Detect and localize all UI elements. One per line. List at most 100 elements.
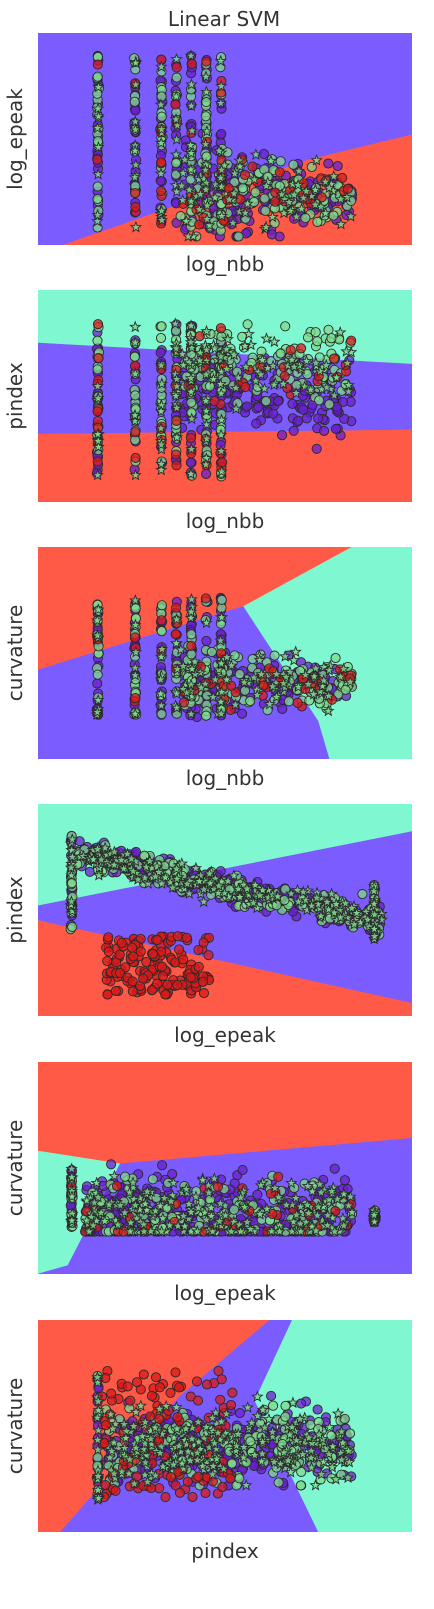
point-star [128, 408, 142, 421]
point-star [98, 1214, 111, 1227]
point-star [129, 320, 142, 333]
point-star [154, 421, 168, 434]
point-star [114, 1198, 127, 1211]
point-star [184, 385, 198, 398]
point-star [214, 1197, 227, 1209]
point-star [330, 897, 343, 910]
point-star [92, 1395, 105, 1407]
point-star [155, 122, 168, 135]
point-star [367, 897, 381, 910]
point-star [124, 1216, 137, 1229]
point-star [328, 389, 341, 401]
point-circle [141, 956, 152, 968]
point-star [326, 1460, 339, 1473]
point-circle [186, 640, 197, 651]
point-star [294, 1225, 307, 1237]
point-star [155, 457, 168, 470]
scatter-points [90, 592, 358, 723]
point-star [230, 1439, 243, 1452]
point-star [215, 465, 228, 477]
point-star [314, 909, 328, 922]
point-circle [147, 948, 159, 959]
point-star [251, 1390, 264, 1403]
point-star [315, 1467, 328, 1480]
point-star [155, 405, 168, 417]
point-circle [171, 415, 182, 426]
point-star [304, 1451, 318, 1464]
point-star [350, 906, 363, 919]
point-star [341, 356, 354, 369]
point-star [206, 1411, 219, 1424]
point-circle [186, 397, 197, 408]
point-star [128, 1477, 141, 1490]
point-circle [216, 128, 227, 140]
point-star [313, 1178, 326, 1190]
point-circle [156, 321, 167, 332]
point-star [215, 1415, 228, 1427]
point-star [309, 662, 323, 675]
point-star [189, 861, 203, 874]
point-star [200, 212, 214, 225]
point-star [87, 1219, 100, 1231]
point-circle [251, 418, 262, 429]
point-star [92, 1423, 105, 1436]
point-circle [156, 626, 167, 637]
point-star [266, 679, 279, 692]
point-star [128, 414, 142, 427]
point-star [241, 197, 254, 210]
point-circle [174, 1487, 185, 1498]
point-star [267, 1455, 281, 1468]
point-circle [200, 1487, 211, 1499]
point-star [155, 699, 168, 711]
point-circle [239, 685, 251, 696]
point-star [215, 163, 228, 176]
point-circle [201, 635, 212, 646]
point-circle [240, 382, 251, 393]
point-star [300, 184, 313, 197]
point-star [210, 1452, 223, 1465]
point-star [295, 202, 308, 215]
point-star [335, 1425, 348, 1437]
point-star [335, 1453, 348, 1466]
point-star [180, 686, 193, 698]
point-star [289, 1191, 303, 1204]
point-star [334, 670, 347, 683]
point-star [342, 1444, 355, 1457]
point-star [305, 899, 318, 912]
point-circle [268, 1400, 279, 1411]
point-star [277, 377, 290, 390]
point-star [239, 206, 252, 219]
point-star [212, 663, 225, 676]
point-star [169, 317, 182, 330]
scatter-points [64, 830, 388, 1000]
point-star [270, 690, 283, 703]
point-circle [197, 976, 209, 987]
point-star [214, 377, 227, 390]
point-star [125, 852, 138, 865]
point-circle [200, 593, 211, 604]
point-circle [324, 399, 335, 410]
point-star [213, 1433, 227, 1446]
point-circle [156, 91, 167, 102]
point-circle [130, 452, 141, 463]
scatter-points [91, 49, 358, 242]
point-star [337, 1219, 350, 1231]
point-star [167, 1458, 180, 1471]
point-star [170, 862, 183, 875]
point-star [219, 1209, 232, 1221]
point-star [140, 1449, 153, 1461]
point-circle [122, 1381, 133, 1392]
point-star [155, 60, 168, 73]
point-star [191, 1415, 205, 1428]
point-star [259, 179, 273, 192]
point-star [149, 1421, 162, 1434]
point-star [170, 401, 183, 414]
point-circle [74, 836, 85, 847]
point-circle [245, 695, 256, 707]
point-star [220, 342, 233, 355]
point-star [285, 353, 299, 366]
point-circle [150, 1372, 162, 1383]
point-star [278, 649, 292, 662]
point-circle [116, 937, 127, 948]
point-star [220, 650, 234, 663]
